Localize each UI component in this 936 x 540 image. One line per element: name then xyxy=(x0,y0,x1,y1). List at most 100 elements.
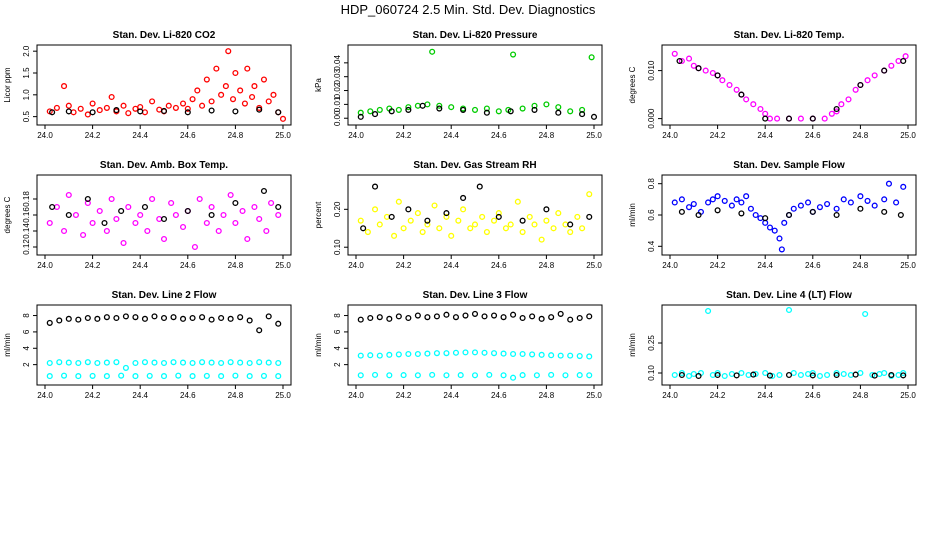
x-tick-label: 24.6 xyxy=(805,261,821,270)
data-point xyxy=(232,372,239,379)
data-point xyxy=(265,98,272,105)
data-point xyxy=(113,215,120,223)
y-tick-label: 0.01 xyxy=(333,96,342,112)
data-point xyxy=(733,196,740,203)
data-point xyxy=(265,359,272,366)
data-point xyxy=(424,101,431,108)
data-point xyxy=(728,370,735,378)
data-point xyxy=(785,371,793,379)
data-point xyxy=(895,57,902,65)
data-point xyxy=(72,211,79,219)
data-point xyxy=(141,203,149,211)
data-point xyxy=(120,102,127,109)
data-point xyxy=(103,314,110,321)
y-tick-label: 0.10 xyxy=(333,239,342,255)
data-point xyxy=(709,69,716,77)
data-point xyxy=(146,372,153,379)
x-tick-label: 24.4 xyxy=(757,391,773,400)
data-point xyxy=(208,316,215,323)
data-point xyxy=(357,113,364,120)
data-point xyxy=(840,370,847,378)
data-point xyxy=(500,350,507,357)
data-point xyxy=(702,67,709,74)
data-point xyxy=(443,311,450,318)
data-point xyxy=(804,199,812,206)
data-point xyxy=(455,217,462,224)
data-point xyxy=(757,105,764,113)
data-point xyxy=(838,101,845,108)
y-axis-label: kPa xyxy=(314,78,323,92)
data-point xyxy=(833,369,840,377)
x-tick-label: 25.0 xyxy=(900,131,916,140)
data-point xyxy=(56,317,63,324)
data-point xyxy=(462,312,469,319)
series-line-3-flow-std-dev-lower-band xyxy=(357,371,593,381)
y-tick-label: 0.14 xyxy=(22,223,31,239)
data-point xyxy=(357,316,364,323)
data-point xyxy=(265,313,272,320)
data-point xyxy=(833,371,840,379)
data-point xyxy=(227,359,234,366)
x-tick-label: 24.2 xyxy=(396,391,412,400)
x-tick-label: 24.8 xyxy=(853,391,869,400)
data-point xyxy=(165,102,172,109)
data-point xyxy=(471,349,479,356)
y-tick-label: 1.0 xyxy=(22,89,31,101)
data-point xyxy=(424,314,431,321)
x-tick-label: 24.8 xyxy=(228,131,244,140)
data-point xyxy=(690,370,697,378)
data-point xyxy=(229,96,237,103)
y-tick-label: 0.12 xyxy=(22,239,31,255)
data-point xyxy=(871,202,878,209)
data-point xyxy=(260,76,268,83)
data-point xyxy=(495,213,502,220)
plot-frame xyxy=(36,174,292,256)
x-tick-label: 24.0 xyxy=(348,391,364,400)
data-point xyxy=(424,217,431,224)
data-point xyxy=(46,219,53,227)
panel-title: Stan. Dev. Gas Stream RH xyxy=(413,160,536,171)
data-point xyxy=(395,106,402,113)
data-point xyxy=(471,310,479,317)
data-point xyxy=(275,203,282,211)
data-point xyxy=(502,225,509,232)
data-point xyxy=(762,110,769,117)
data-point xyxy=(862,310,869,318)
data-point xyxy=(847,199,854,206)
data-point xyxy=(721,197,728,204)
x-tick-label: 24.2 xyxy=(396,131,412,140)
data-point xyxy=(371,111,379,118)
data-point xyxy=(690,62,697,69)
plot-frame xyxy=(36,44,292,126)
panel-li-820-pressure: Stan. Dev. Li-820 Pressure kPa 24.0 24.2 24.… xyxy=(314,30,603,140)
y-tick-label: 0.00 xyxy=(333,110,342,126)
data-point xyxy=(118,372,125,379)
data-point xyxy=(678,369,685,377)
data-point xyxy=(752,211,759,219)
data-point xyxy=(414,372,421,379)
panel-line-2-flow: Stan. Dev. Line 2 Flow ml/min 24.0 24.2 24.4… xyxy=(3,290,292,400)
data-point xyxy=(738,210,745,217)
data-point xyxy=(65,102,72,109)
data-point xyxy=(419,229,426,236)
data-point xyxy=(685,55,693,62)
data-point xyxy=(824,371,831,379)
data-point xyxy=(885,180,893,187)
data-point xyxy=(367,352,374,359)
y-tick-label: 0.5 xyxy=(22,111,31,123)
data-point xyxy=(743,193,750,200)
data-point xyxy=(120,239,127,247)
data-point xyxy=(383,213,390,220)
x-tick-label: 24.2 xyxy=(710,261,726,270)
data-point xyxy=(46,373,53,380)
data-point xyxy=(75,373,82,380)
y-tick-label: 0.6 xyxy=(647,209,656,221)
y-tick-label: 2 xyxy=(22,362,31,367)
data-point xyxy=(579,111,586,118)
x-tick-label: 24.6 xyxy=(180,131,196,140)
data-point xyxy=(141,109,149,116)
data-point xyxy=(53,104,60,111)
x-tick-label: 24.8 xyxy=(539,131,555,140)
series-line-4-lt-flow-std-dev xyxy=(671,306,907,380)
